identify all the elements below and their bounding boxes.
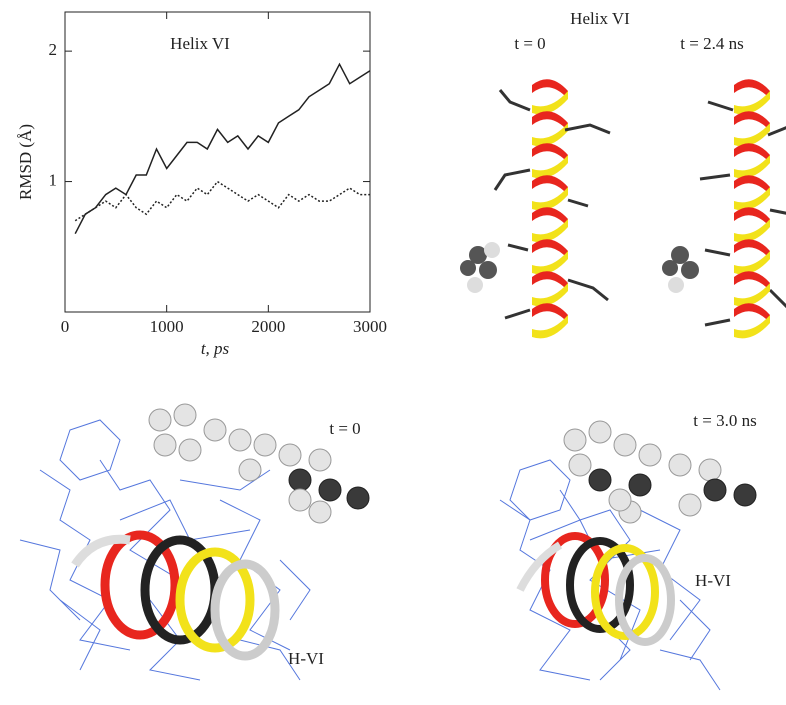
image-label: H-VI — [695, 571, 731, 590]
image-label: t = 3.0 ns — [693, 411, 756, 430]
y-tick-label: 1 — [49, 170, 58, 189]
helix — [532, 79, 568, 338]
figure: Helix VI t, ps RMSD (Å) Helix VI t = 0 t… — [0, 0, 786, 705]
x-tick-label: 0 — [61, 317, 70, 336]
helix-image-1: Helix VI t = 0 t = 2.4 ns — [460, 9, 786, 338]
helix-image-3: t = 3.0 ns H-VI — [500, 411, 757, 690]
plot-frame — [65, 12, 370, 312]
y-axis-label: RMSD (Å) — [16, 124, 35, 200]
helix-rings — [75, 535, 275, 656]
data-line — [75, 64, 370, 234]
image-label: t = 0 — [329, 419, 360, 438]
image-label: t = 2.4 ns — [680, 34, 743, 53]
x-tick-label: 2000 — [251, 317, 285, 336]
data-line — [75, 182, 370, 221]
image-title: Helix VI — [570, 9, 630, 28]
image-label: H-VI — [288, 649, 324, 668]
x-axis-label: t, ps — [201, 339, 230, 358]
ligand — [564, 421, 756, 523]
y-tick-label: 2 — [49, 40, 58, 59]
chart-title: Helix VI — [170, 34, 230, 53]
helix-image-2: t = 0 H-VI — [20, 404, 369, 680]
x-tick-label: 1000 — [150, 317, 184, 336]
helix — [734, 79, 770, 338]
x-tick-label: 3000 — [353, 317, 387, 336]
ligand — [460, 242, 699, 293]
page: {"chart_data": {"type": "line", "title":… — [0, 0, 786, 705]
image-label: t = 0 — [514, 34, 545, 53]
